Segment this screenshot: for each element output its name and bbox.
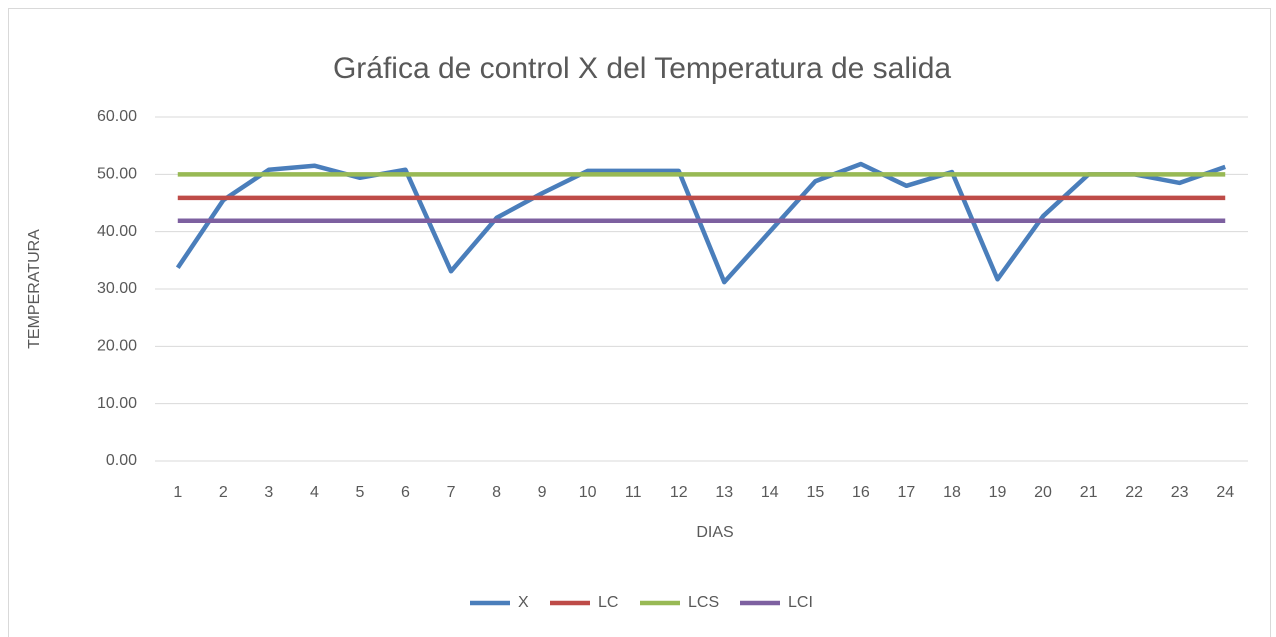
x-tick-label: 4: [310, 484, 319, 501]
x-tick-label: 15: [806, 484, 824, 501]
legend-label: X: [518, 594, 529, 611]
x-axis-label: DIAS: [696, 524, 733, 541]
chart-title: Gráfica de control X del Temperatura de …: [333, 52, 951, 85]
x-tick-label: 12: [670, 484, 688, 501]
x-tick-label: 3: [264, 484, 273, 501]
chart-border: [8, 8, 1271, 637]
x-tick-label: 14: [761, 484, 779, 501]
x-tick-label: 24: [1216, 484, 1234, 501]
x-tick-label: 13: [715, 484, 733, 501]
x-tick-label: 6: [401, 484, 410, 501]
x-tick-label: 19: [989, 484, 1007, 501]
x-tick-label: 9: [538, 484, 547, 501]
y-tick-label: 40.00: [97, 223, 137, 240]
y-tick-label: 20.00: [97, 338, 137, 355]
x-tick-label: 21: [1080, 484, 1098, 501]
y-tick-label: 50.00: [97, 166, 137, 183]
x-tick-label: 18: [943, 484, 961, 501]
y-tick-label: 60.00: [97, 108, 137, 125]
legend-label: LCS: [688, 594, 719, 611]
x-tick-label: 11: [625, 484, 642, 501]
x-tick-label: 17: [898, 484, 916, 501]
y-tick-label: 30.00: [97, 280, 137, 297]
y-tick-label: 10.00: [97, 395, 137, 412]
x-tick-label: 2: [219, 484, 228, 501]
x-tick-label: 22: [1125, 484, 1143, 501]
y-axis-label: TEMPERATURA: [26, 229, 43, 349]
x-tick-label: 10: [579, 484, 597, 501]
x-tick-label: 5: [355, 484, 364, 501]
legend-label: LC: [598, 594, 618, 611]
legend-label: LCI: [788, 594, 813, 611]
y-tick-label: 0.00: [106, 452, 137, 469]
x-tick-label: 20: [1034, 484, 1052, 501]
x-tick-label: 1: [173, 484, 182, 501]
x-tick-label: 7: [447, 484, 456, 501]
x-tick-label: 23: [1171, 484, 1189, 501]
x-tick-label: 16: [852, 484, 870, 501]
x-tick-label: 8: [492, 484, 501, 501]
